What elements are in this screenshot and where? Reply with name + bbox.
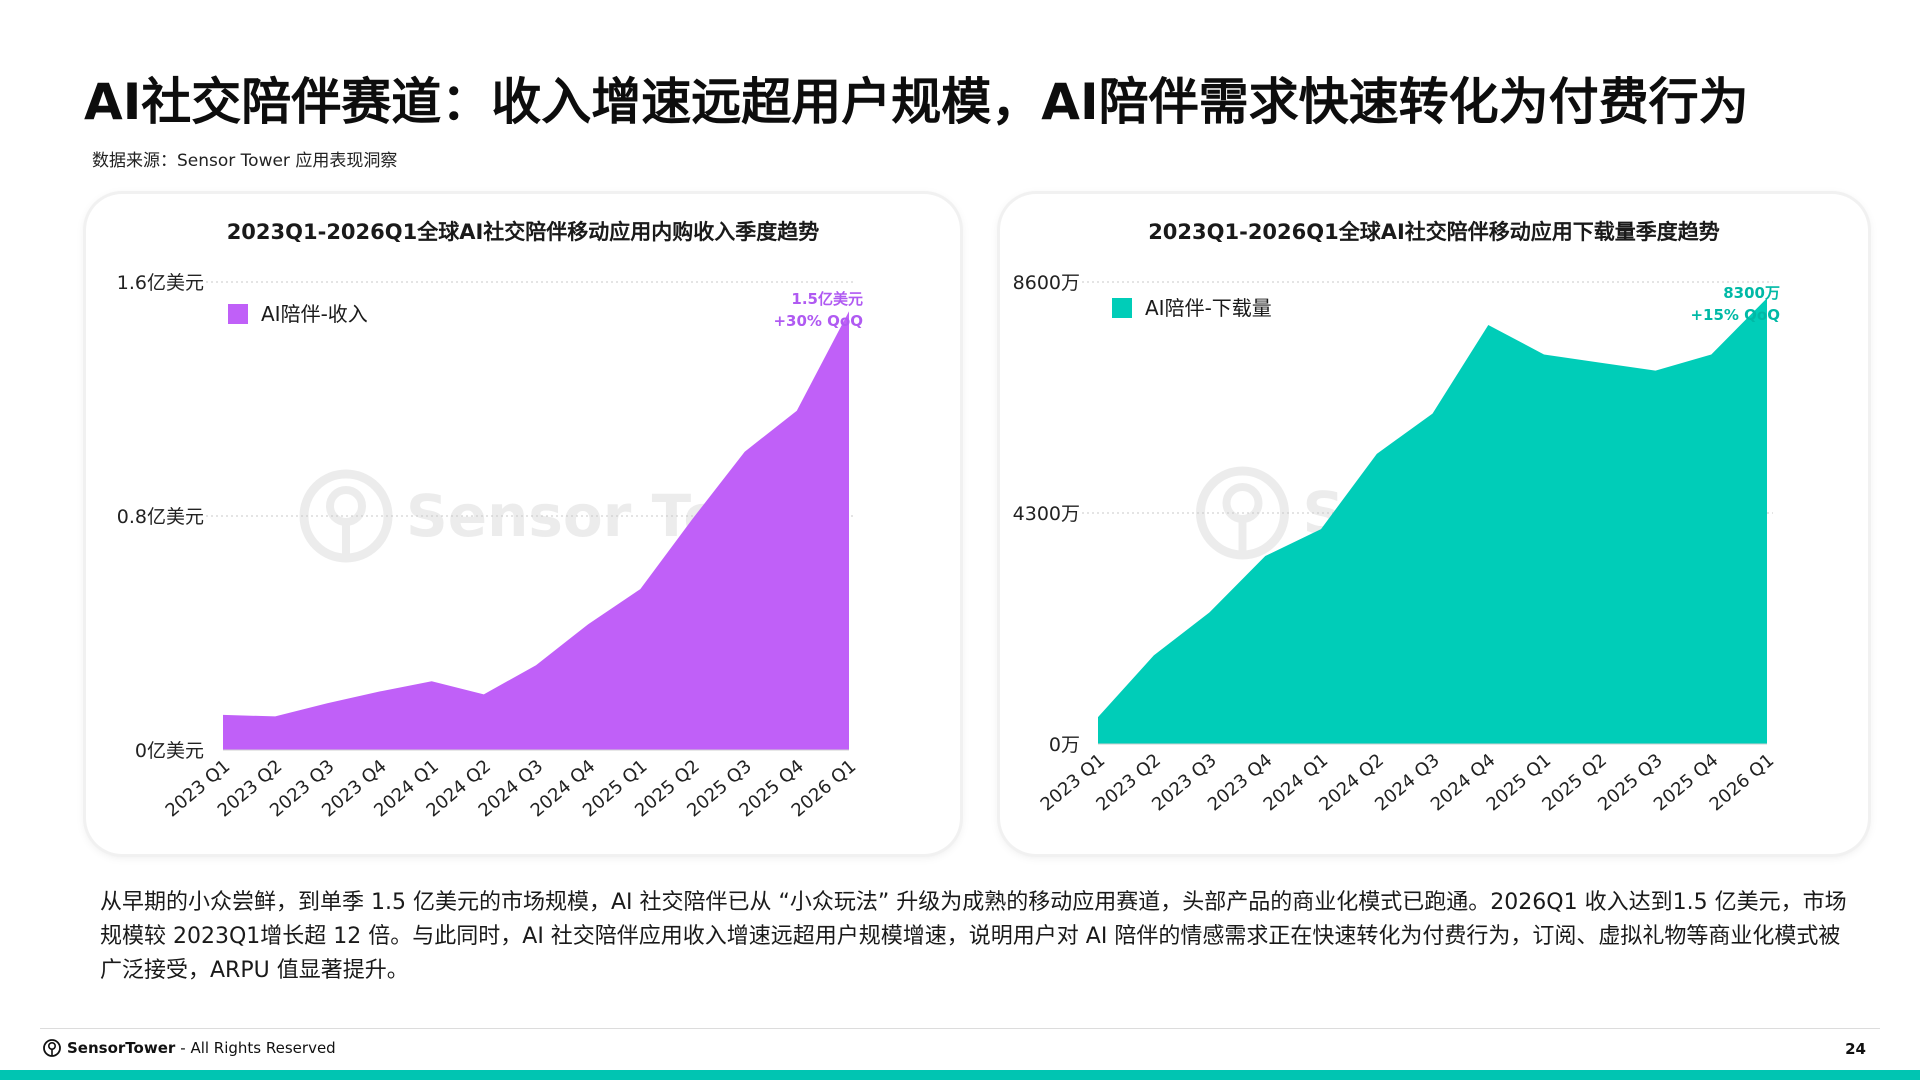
data-source: 数据来源：Sensor Tower 应用表现洞察 xyxy=(92,151,398,171)
watermark-logo-icon xyxy=(1196,466,1289,560)
footer-logo: SensorTower - All Rights Reserved xyxy=(42,1038,336,1058)
y-tick-label: 0.8亿美元 xyxy=(117,506,204,528)
footer-divider xyxy=(40,1028,1880,1029)
series-area xyxy=(1098,298,1767,744)
downloads-chart-title: 2023Q1-2026Q1全球AI社交陪伴移动应用下载量季度趋势 xyxy=(1148,220,1720,244)
annotation-value: 1.5亿美元 xyxy=(791,290,863,308)
y-tick-label: 0万 xyxy=(1049,734,1080,756)
bottom-accent-bar xyxy=(0,1070,1920,1080)
revenue-chart-title: 2023Q1-2026Q1全球AI社交陪伴移动应用内购收入季度趋势 xyxy=(226,220,820,244)
revenue-chart-card: 2023Q1-2026Q1全球AI社交陪伴移动应用内购收入季度趋势 Sensor… xyxy=(86,194,960,854)
legend-swatch xyxy=(1112,298,1132,318)
annotation-growth: +15% QoQ xyxy=(1690,306,1780,324)
annotation-value: 8300万 xyxy=(1723,284,1780,302)
y-tick-label: 0亿美元 xyxy=(135,740,204,762)
description-text: 从早期的小众尝鲜，到单季 1.5 亿美元的市场规模，AI 社交陪伴已从 “小众玩… xyxy=(100,890,1847,983)
legend-swatch xyxy=(228,304,248,324)
footer-brand: SensorTower xyxy=(67,1039,176,1057)
y-tick-label: 1.6亿美元 xyxy=(117,272,204,294)
legend-label: AI陪伴-收入 xyxy=(261,302,368,326)
footer-rights: - All Rights Reserved xyxy=(180,1039,336,1057)
downloads-chart-card: 2023Q1-2026Q1全球AI社交陪伴移动应用下载量季度趋势 Sensor … xyxy=(1000,194,1868,854)
y-tick-label: 8600万 xyxy=(1013,272,1080,294)
y-tick-label: 4300万 xyxy=(1013,503,1080,525)
annotation-growth: +30% QoQ xyxy=(773,312,863,330)
page-title: AI社交陪伴赛道：收入增速远超用户规模，AI陪伴需求快速转化为付费行为 xyxy=(84,73,1749,131)
series-area xyxy=(223,311,849,750)
sensor-tower-logo-icon xyxy=(43,1039,61,1057)
page-number: 24 xyxy=(1845,1040,1866,1058)
legend-label: AI陪伴-下载量 xyxy=(1145,296,1272,320)
